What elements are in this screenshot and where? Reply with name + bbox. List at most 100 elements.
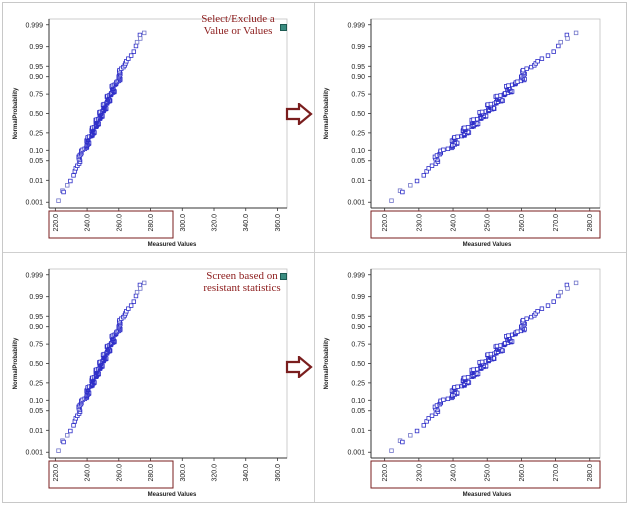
- data-point: [126, 56, 131, 61]
- x-axis-label: Measured Values: [148, 492, 197, 498]
- data-point: [441, 397, 446, 402]
- data-point: [429, 413, 435, 418]
- x-axis-highlight-box: [48, 210, 174, 239]
- data-point: [524, 66, 529, 71]
- note-marker-icon: [280, 273, 287, 280]
- plot-area: [48, 268, 288, 459]
- x-tick-label: 220.0: [382, 464, 389, 482]
- x-tick-label: 260.0: [519, 214, 526, 232]
- y-tick-label: 0.99: [29, 44, 43, 51]
- data-point: [441, 147, 446, 152]
- arrow-right-icon: [285, 103, 313, 125]
- x-tick-label: 240.0: [451, 214, 458, 232]
- data-point: [141, 30, 147, 36]
- y-tick-label: 0.999: [25, 22, 43, 29]
- data-point: [556, 293, 561, 299]
- y-tick-label: 0.01: [351, 428, 365, 435]
- x-tick-label: 230.0: [416, 464, 423, 482]
- y-axis-label: NormalProbability: [13, 337, 19, 389]
- chart-bottom-right-svg: 0.001 0.01 0.05 0.10 0.25 0.50 0.75 0.90 0.95 0.9…: [324, 268, 601, 498]
- data-point: [535, 309, 540, 314]
- data-point: [71, 173, 76, 178]
- x-axis-label: Measured Values: [463, 492, 512, 498]
- y-tick-label: 0.90: [29, 74, 43, 81]
- y-tick-label: 0.05: [351, 408, 365, 415]
- data-point: [56, 448, 61, 453]
- chart-bottom-left: 0.001 0.01 0.05 0.10 0.25 0.50 0.75 0.90 0.95 0.9…: [2, 252, 311, 501]
- y-tick-label: 0.10: [351, 148, 365, 155]
- data-point: [137, 282, 143, 288]
- x-tick-label: 300.0: [180, 214, 187, 232]
- y-axis-label: NormalProbability: [324, 87, 330, 139]
- y-tick-label: 0.50: [351, 361, 365, 368]
- x-tick-label: 270.0: [553, 464, 560, 482]
- y-tick-label: 0.001: [25, 200, 43, 207]
- data-point: [462, 375, 467, 380]
- data-point: [389, 448, 394, 453]
- data-point: [445, 396, 451, 402]
- y-tick-label: 0.99: [351, 44, 365, 51]
- x-axis-label: Measured Values: [148, 242, 197, 248]
- data-point: [414, 178, 420, 184]
- y-tick-label: 0.50: [29, 361, 43, 368]
- x-tick-label: 260.0: [116, 214, 123, 232]
- plot-area: [48, 18, 288, 209]
- x-tick-label: 260.0: [519, 464, 526, 482]
- data-point: [520, 67, 526, 73]
- y-tick-label: 0.75: [29, 342, 43, 349]
- y-tick-label: 0.99: [29, 294, 43, 301]
- x-tick-label: 220.0: [53, 214, 60, 232]
- x-tick-label: 320.0: [212, 464, 219, 482]
- y-tick-label: 0.001: [347, 450, 365, 457]
- data-point: [68, 428, 73, 434]
- data-point: [573, 280, 579, 286]
- x-tick-label: 320.0: [212, 214, 219, 232]
- data-point: [126, 306, 131, 311]
- data-point: [515, 329, 520, 334]
- data-point: [515, 79, 520, 84]
- data-point: [539, 56, 545, 61]
- x-tick-label: 250.0: [485, 464, 492, 482]
- x-tick-label: 220.0: [382, 214, 389, 232]
- data-point: [488, 351, 494, 357]
- data-point: [138, 36, 143, 41]
- data-point: [462, 125, 467, 130]
- y-tick-label: 0.25: [29, 380, 43, 387]
- x-tick-label: 340.0: [243, 214, 250, 232]
- chart-top-right: 0.001 0.01 0.05 0.10 0.25 0.50 0.75 0.90 0.95 0.9…: [313, 2, 625, 251]
- data-point: [545, 53, 551, 58]
- y-tick-label: 0.05: [29, 408, 43, 415]
- chart-bottom-left-svg: 0.001 0.01 0.05 0.10 0.25 0.50 0.75 0.90 0.95 0.9…: [13, 268, 288, 498]
- x-tick-label: 360.0: [275, 464, 282, 482]
- y-tick-label: 0.999: [25, 272, 43, 279]
- data-point: [131, 299, 137, 304]
- y-axis-label: NormalProbability: [324, 337, 330, 389]
- y-tick-label: 0.95: [351, 64, 365, 71]
- chart-top-left-svg: 0.001 0.01 0.05 0.10 0.25 0.50 0.75 0.90 0.95 0.9…: [13, 18, 288, 248]
- horizontal-divider: [3, 252, 626, 253]
- y-tick-label: 0.10: [29, 148, 43, 155]
- data-point: [141, 280, 147, 286]
- y-tick-label: 0.50: [29, 111, 43, 118]
- chart-top-left: 0.001 0.01 0.05 0.10 0.25 0.50 0.75 0.90 0.95 0.9…: [2, 2, 311, 251]
- data-point: [65, 433, 70, 438]
- y-tick-label: 0.05: [29, 158, 43, 165]
- data-point: [479, 359, 485, 365]
- data-point: [400, 189, 405, 195]
- data-point: [520, 317, 526, 323]
- y-tick-label: 0.10: [29, 398, 43, 405]
- x-axis-label: Measured Values: [463, 242, 512, 248]
- data-point: [471, 117, 476, 122]
- x-tick-label: 240.0: [451, 464, 458, 482]
- data-point: [564, 282, 570, 288]
- data-point: [565, 286, 570, 291]
- note-top: Select/Exclude a Value or Values: [201, 13, 275, 37]
- y-tick-label: 0.10: [351, 398, 365, 405]
- y-tick-label: 0.75: [29, 92, 43, 99]
- data-point: [400, 439, 405, 445]
- data-point: [421, 173, 426, 178]
- data-point: [131, 49, 137, 54]
- chart-top-right-svg: 0.001 0.01 0.05 0.10 0.25 0.50 0.75 0.90 0.95 0.9…: [324, 18, 601, 248]
- x-tick-label: 360.0: [275, 214, 282, 232]
- data-point: [556, 43, 561, 49]
